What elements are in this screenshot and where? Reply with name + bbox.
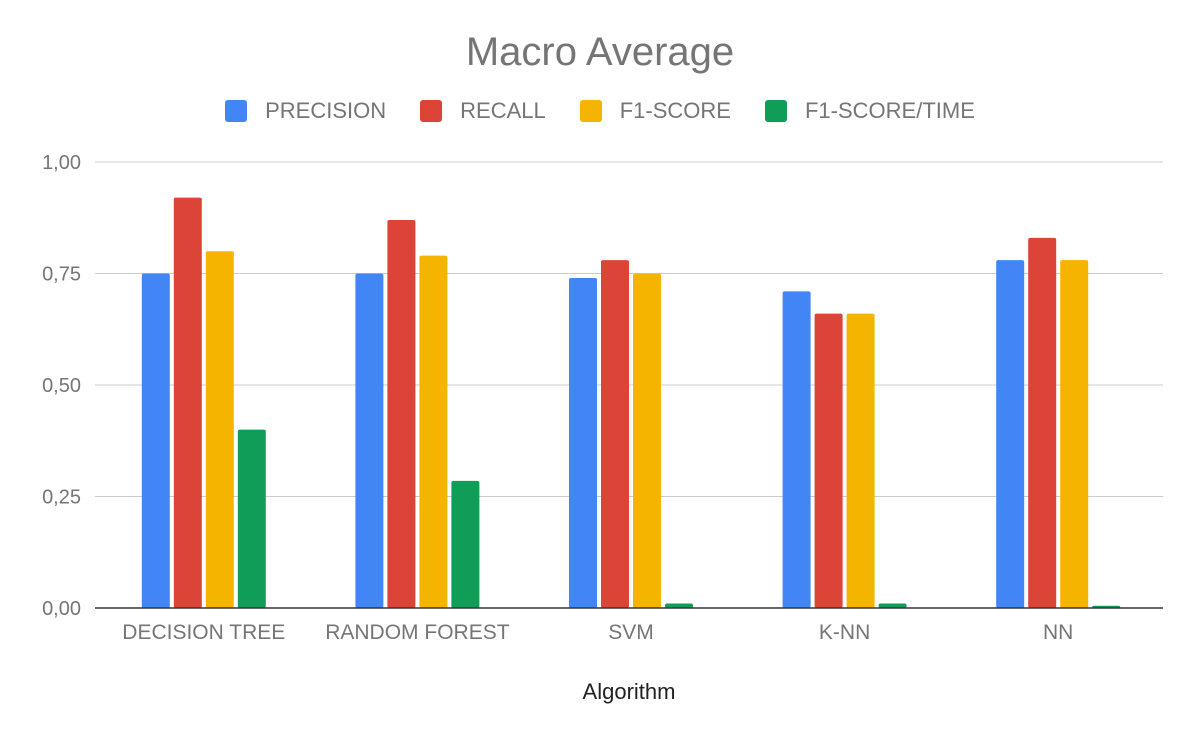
y-axis-ticks: 0,00 0,25 0,50 0,75 1,00 xyxy=(42,152,81,620)
y-tick-label: 0,50 xyxy=(42,375,81,397)
bar-recall-svm[interactable] xyxy=(601,260,629,608)
legend-label-f1-score: F1-SCORE xyxy=(619,98,731,123)
chart-title: Macro Average xyxy=(465,30,735,74)
legend-item-recall[interactable]: RECALL xyxy=(420,98,546,124)
legend-swatch-f1-score xyxy=(579,100,602,122)
legend-label-recall: RECALL xyxy=(460,98,546,123)
y-tick-label: 0,00 xyxy=(42,598,81,620)
bar-f1-score-time-decision-tree[interactable] xyxy=(237,429,266,608)
y-tick-label: 0,25 xyxy=(42,487,81,509)
legend-label-f1-score-time: F1-SCORE/TIME xyxy=(804,98,975,123)
bar-f1-score-time-svm[interactable] xyxy=(665,603,693,608)
bar-f1-score-time-k-nn[interactable] xyxy=(878,603,907,608)
legend-swatch-recall xyxy=(420,100,443,122)
x-axis-title: Algorithm xyxy=(583,679,676,704)
bar-precision-nn[interactable] xyxy=(996,260,1025,608)
x-tick-label: DECISION TREE xyxy=(122,621,285,644)
y-tick-label: 0,75 xyxy=(42,264,81,286)
bar-recall-nn[interactable] xyxy=(1028,237,1057,608)
bar-f1-score-time-random-forest[interactable] xyxy=(451,480,480,608)
legend-label-precision: PRECISION xyxy=(265,98,387,123)
legend-item-f1-score-time[interactable]: F1-SCORE/TIME xyxy=(764,98,975,124)
bar-precision-random-forest[interactable] xyxy=(355,273,384,609)
legend-item-precision[interactable]: PRECISION xyxy=(225,98,386,124)
x-tick-label: K-NN xyxy=(819,621,870,644)
legend: PRECISION RECALL F1-SCORE F1-SCORE/TIME xyxy=(0,98,1200,124)
x-tick-label: SVM xyxy=(608,621,654,644)
bars xyxy=(141,197,1121,609)
x-axis-ticks: DECISION TREE RANDOM FOREST SVM K-NN NN xyxy=(122,621,1073,644)
bar-f1-score-nn[interactable] xyxy=(1060,260,1089,608)
bar-f1-score-random-forest[interactable] xyxy=(419,255,448,608)
bar-precision-svm[interactable] xyxy=(569,277,597,608)
bar-f1-score-decision-tree[interactable] xyxy=(205,251,234,608)
bar-f1-score-k-nn[interactable] xyxy=(846,313,875,608)
y-tick-label: 1,00 xyxy=(42,152,81,174)
x-tick-label: NN xyxy=(1043,621,1073,644)
legend-item-f1-score[interactable]: F1-SCORE xyxy=(579,98,731,124)
bar-recall-decision-tree[interactable] xyxy=(173,197,202,608)
bar-recall-k-nn[interactable] xyxy=(814,313,843,608)
bar-precision-decision-tree[interactable] xyxy=(141,273,170,609)
x-tick-label: RANDOM FOREST xyxy=(325,621,510,644)
bar-precision-k-nn[interactable] xyxy=(782,291,811,608)
legend-swatch-f1-score-time xyxy=(764,100,787,122)
legend-swatch-precision xyxy=(225,100,248,122)
bar-f1-score-svm[interactable] xyxy=(633,273,661,609)
bar-recall-random-forest[interactable] xyxy=(387,219,416,609)
